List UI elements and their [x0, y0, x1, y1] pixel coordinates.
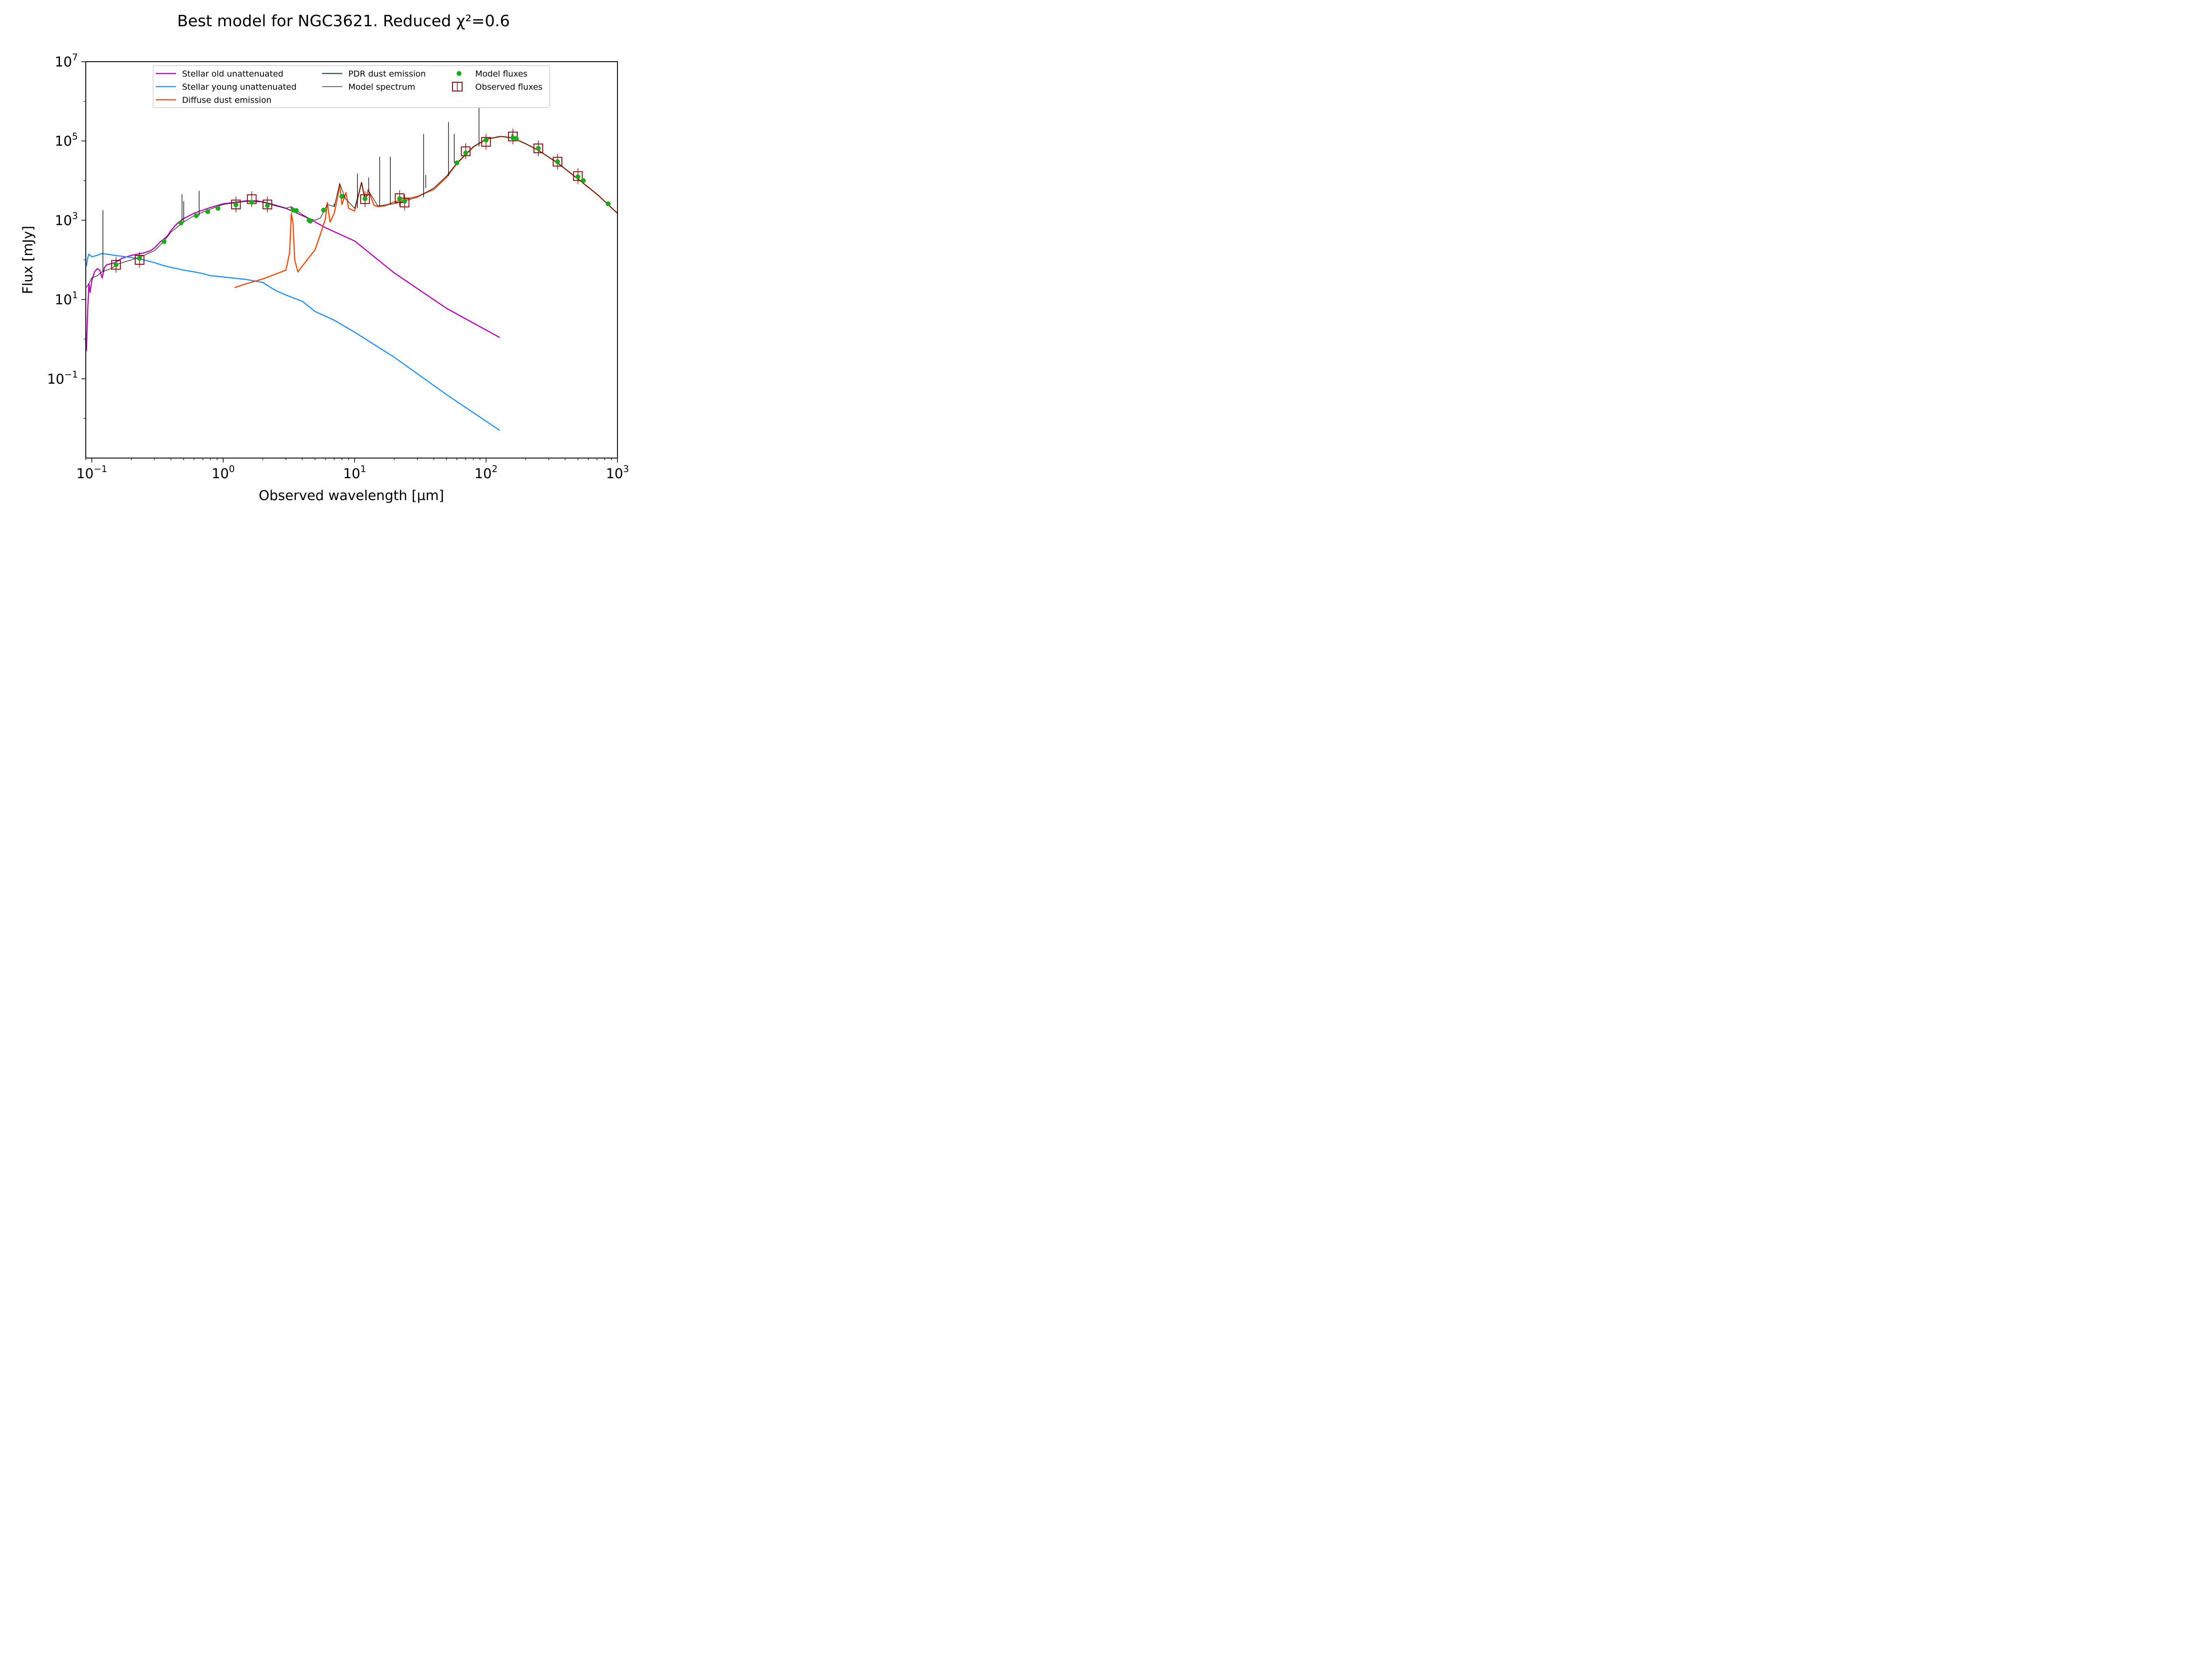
legend-entry-pdr-dust-emission: PDR dust emission — [322, 69, 426, 79]
x-tick-label-2: 101 — [343, 464, 366, 482]
legend: Stellar old unattenuated Stellar young un… — [153, 65, 550, 108]
y-tick-label-0: 10−1 — [47, 369, 78, 387]
model-flux-11 — [294, 208, 299, 213]
legend-label: PDR dust emission — [348, 69, 426, 79]
model-flux-24 — [536, 146, 541, 151]
model-flux-18 — [402, 199, 407, 204]
model-flux-25 — [555, 159, 560, 164]
plot-area — [86, 107, 617, 431]
x-axis-label: Observed wavelength [μm] — [259, 488, 444, 504]
legend-label: Observed fluxes — [475, 82, 543, 92]
x-tick-label-1: 100 — [212, 464, 235, 482]
model-flux-7 — [233, 202, 238, 207]
y-axis-label: Flux [mJy] — [20, 226, 36, 294]
legend-entry-stellar-old-unattenuated: Stellar old unattenuated — [156, 69, 284, 79]
legend-label: Diffuse dust emission — [182, 95, 271, 105]
legend-entry-model-spectrum: Model spectrum — [322, 82, 415, 92]
model-flux-27 — [581, 178, 586, 183]
model-flux-26 — [575, 174, 581, 179]
model-flux-21 — [484, 137, 489, 143]
model-flux-15 — [339, 194, 344, 199]
legend-entry-observed-fluxes: Observed fluxes — [452, 82, 543, 92]
legend-entry-diffuse-dust-emission: Diffuse dust emission — [156, 95, 271, 105]
model-flux-2 — [161, 239, 167, 244]
legend-entry-stellar-young-unattenuated: Stellar young unattenuated — [156, 82, 297, 92]
model-flux-13 — [308, 218, 313, 224]
model-flux-6 — [215, 206, 221, 211]
model-flux-20 — [463, 150, 468, 155]
x-tick-label-3: 102 — [474, 464, 498, 482]
legend-label: Stellar old unattenuated — [182, 69, 284, 79]
model-flux-1 — [137, 256, 142, 261]
legend-label: Model spectrum — [348, 82, 415, 92]
legend-label: Stellar young unattenuated — [182, 82, 297, 92]
y-tick-label-2: 103 — [55, 210, 78, 228]
model-flux-16 — [362, 196, 368, 201]
model-flux-8 — [249, 200, 254, 205]
legend-label: Model fluxes — [475, 69, 527, 79]
model-flux-19 — [454, 160, 459, 165]
series-stellar-young-unattenuated — [86, 253, 500, 431]
legend-box — [153, 65, 550, 108]
legend-entry-model-fluxes: Model fluxes — [456, 69, 527, 79]
model-flux-14 — [321, 207, 326, 213]
x-tick-label-4: 103 — [606, 464, 629, 482]
x-tick-label-0: 10−1 — [77, 464, 107, 482]
model-flux-0 — [113, 262, 119, 267]
y-tick-label-3: 105 — [55, 131, 78, 149]
model-flux-4 — [193, 213, 199, 218]
sed-chart: Best model for NGC3621. Reduced χ²=0.6 1… — [0, 0, 677, 507]
model-flux-28 — [606, 201, 611, 206]
model-flux-3 — [179, 220, 184, 226]
model-flux-17 — [397, 196, 402, 201]
model-flux-9 — [265, 203, 270, 208]
chart-title: Best model for NGC3621. Reduced χ²=0.6 — [177, 12, 510, 30]
legend-swatch — [456, 71, 462, 76]
model-flux-23 — [514, 136, 519, 141]
x-axis: 10−1 100 101 102 103 — [77, 458, 629, 482]
model-flux-5 — [205, 209, 210, 214]
series-diffuse-dust-emission — [234, 136, 617, 288]
y-tick-label-1: 101 — [55, 290, 78, 308]
y-axis: 10−1 101 103 105 107 — [47, 52, 86, 419]
y-tick-label-4: 107 — [55, 52, 78, 70]
legend-swatch — [452, 82, 463, 91]
series-stellar-old-unattenuated — [86, 200, 500, 351]
